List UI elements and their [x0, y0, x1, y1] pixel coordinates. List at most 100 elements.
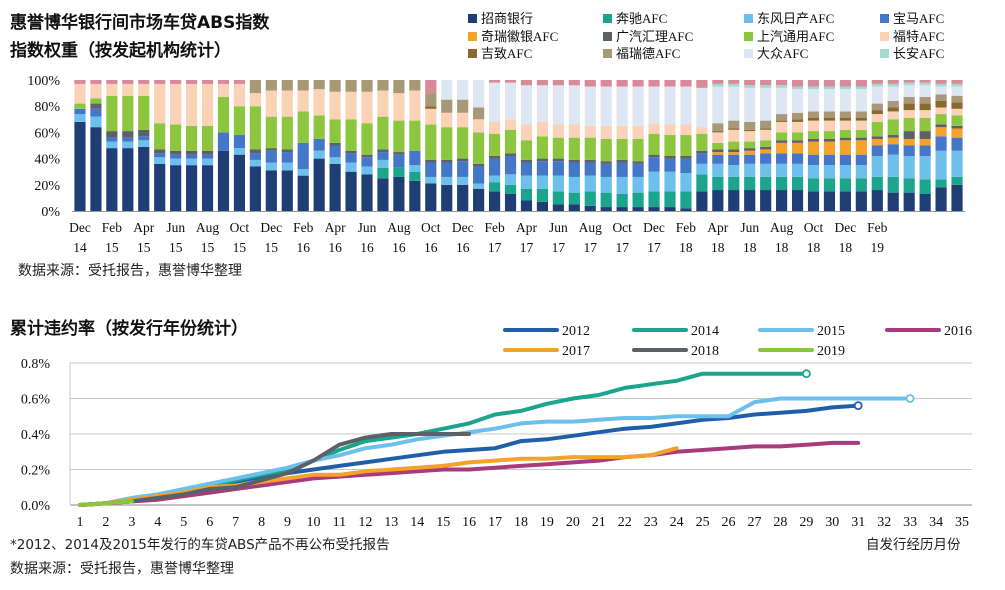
bar-segment-afc: [760, 120, 772, 129]
bar-segment-x: [584, 205, 596, 211]
bar-segment-x: [297, 175, 309, 211]
y-tick-label: 0.2%: [21, 464, 51, 479]
bar-segment-afc: [823, 138, 836, 142]
bar-segment-afc: [249, 80, 261, 94]
bar-segment-afc: [807, 178, 820, 192]
legend-item-2017: 2017: [503, 344, 590, 359]
x-tick-label: 9: [284, 515, 291, 530]
x-tick-label: Dec 17: [643, 220, 665, 255]
bar-segment-afc: [696, 127, 708, 134]
bar-segment-afc: [489, 182, 501, 192]
bar-segment-afc: [791, 89, 804, 113]
bar-month-24: [441, 80, 453, 211]
bar-segment-afc: [951, 108, 963, 116]
bar-segment-afc: [664, 171, 676, 192]
bar-segment-afc: [919, 138, 931, 146]
x-tick-year: 16: [392, 240, 406, 255]
bar-segment-afc: [297, 142, 309, 170]
bar-segment-afc: [473, 80, 485, 108]
bar-segment-x: [217, 150, 230, 211]
bar-segment-afc: [281, 80, 293, 91]
x-tick-label: 26: [722, 515, 736, 530]
bar-segment-afc: [791, 176, 804, 191]
series-2015: [78, 394, 915, 507]
bar-segment-afc: [951, 83, 963, 87]
bar-segment-other: [744, 80, 756, 86]
bar-segment-afc: [935, 136, 947, 151]
x-tick-label: 1: [77, 515, 84, 530]
bar-segment-other: [600, 80, 612, 87]
x-tick-label: 11: [333, 515, 346, 530]
bar-segment-afc: [489, 158, 501, 176]
bar-month-27: [489, 80, 501, 211]
bar-month-55: [935, 80, 947, 211]
bar-segment-other: [201, 80, 214, 84]
x-tick-label: 2: [102, 515, 109, 530]
bar-segment-other: [903, 80, 915, 83]
bar-segment-afc: [807, 111, 820, 118]
x-tick-month: Dec: [835, 220, 857, 235]
bar-segment-afc: [744, 141, 756, 149]
bar-segment-x: [712, 190, 724, 211]
bar-segment-x: [839, 191, 851, 211]
series-line-2014: [78, 371, 809, 507]
bar-segment-afc: [919, 103, 931, 111]
bar-segment-afc: [632, 138, 644, 162]
bar-segment-afc: [839, 89, 851, 112]
bar-segment-afc: [409, 171, 421, 181]
y-tick-label: 40%: [34, 153, 60, 168]
bar-month-36: [632, 80, 644, 211]
x-tick-label: Feb 16: [293, 220, 314, 255]
bar-segment-afc: [520, 140, 533, 160]
bar-segment-afc: [728, 86, 740, 121]
bar-segment-afc: [329, 91, 341, 120]
bar-segment-afc: [473, 183, 485, 189]
bar-month-38: [664, 80, 676, 211]
bar-segment-afc: [951, 150, 963, 177]
bar-segment-afc: [951, 137, 963, 151]
bar-segment-afc: [919, 117, 931, 132]
bar-segment-afc: [568, 192, 580, 205]
x-tick-label: 23: [644, 515, 658, 530]
bar-segment-afc: [265, 116, 277, 149]
bar-segment-afc: [489, 133, 501, 156]
bar-segment-afc: [536, 158, 548, 162]
legend-item-2015: 2015: [758, 324, 845, 339]
legend-swatch: [880, 14, 889, 23]
bar-segment-afc: [536, 161, 548, 176]
bar-segment-afc: [855, 120, 867, 130]
x-tick-month: Aug: [579, 220, 602, 235]
bar-segment-afc: [504, 153, 517, 156]
bar-segment-afc: [584, 137, 596, 160]
bar-segment-afc: [536, 188, 548, 202]
bar-segment-afc: [855, 111, 867, 118]
bar-segment-afc: [696, 87, 708, 128]
legend-item-2012: 2012: [503, 324, 590, 339]
bar-segment-afc: [776, 85, 788, 88]
y-tick-label: 80%: [34, 100, 60, 115]
bar-segment-x: [536, 201, 548, 211]
x-tick-label: 12: [358, 515, 372, 530]
bar-segment-afc: [441, 80, 453, 100]
bar-month-40: [696, 80, 708, 211]
bar-segment-afc: [760, 146, 772, 150]
bar-segment-afc: [584, 175, 596, 192]
bar-month-44: [760, 80, 772, 211]
bar-segment-x: [744, 190, 756, 211]
bar-segment-other: [696, 80, 708, 88]
bar-segment-afc: [281, 152, 293, 163]
bar-segment-afc: [457, 112, 469, 128]
bar-segment-afc: [313, 80, 325, 90]
bar-segment-afc: [74, 103, 86, 109]
bar-segment-x: [233, 154, 246, 211]
bar-segment-afc: [887, 107, 899, 112]
bar-month-20: [377, 80, 389, 211]
bar-segment-afc: [648, 171, 660, 192]
bar-month-8: [186, 80, 198, 211]
x-tick-year: 15: [201, 240, 215, 255]
bar-segment-afc: [887, 111, 899, 120]
legend-swatch: [603, 14, 612, 23]
bar-segment-afc: [935, 86, 947, 95]
bar-segment-afc: [473, 166, 485, 184]
x-tick-label: 4: [154, 515, 161, 530]
